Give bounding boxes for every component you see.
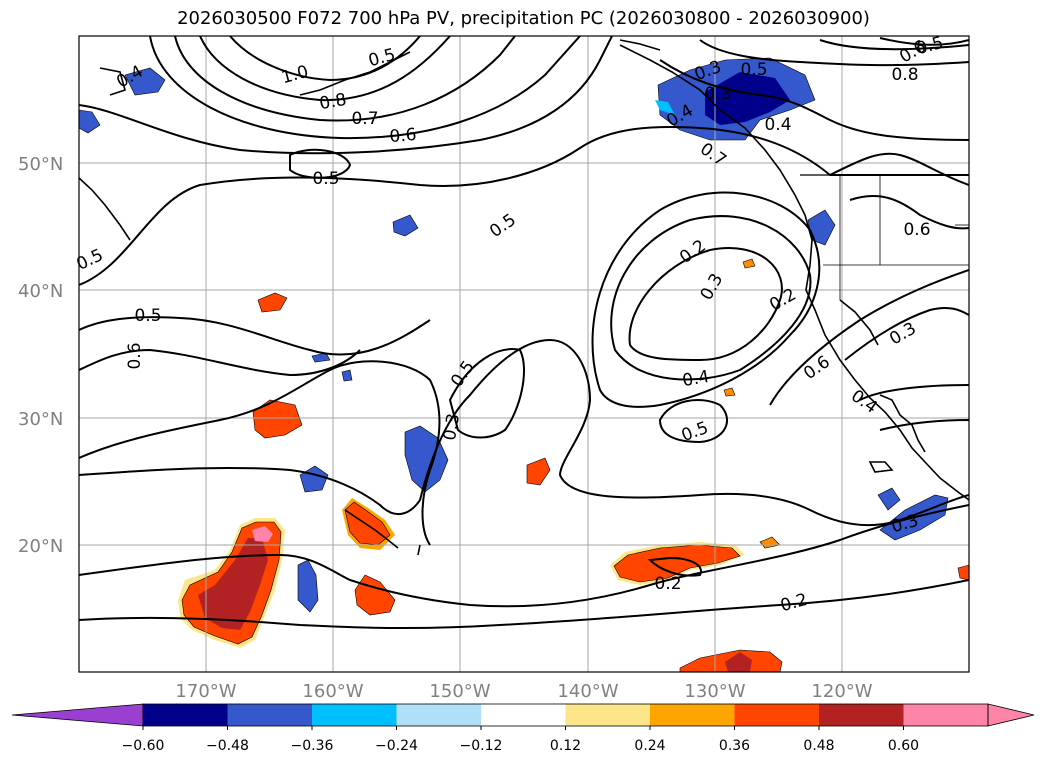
contour-label: 0.6 [125, 342, 145, 369]
contour-label: 0.2 [778, 590, 809, 616]
colorbar-bin [650, 704, 735, 726]
precip-area [526, 457, 551, 486]
contour-label: 0.5 [312, 169, 339, 189]
contour-label: 0.6 [389, 125, 418, 147]
precip-area [252, 399, 303, 439]
precip-area [341, 369, 353, 382]
colorbar-bin [312, 704, 397, 726]
colorbar-tick-label: −0.12 [460, 738, 503, 754]
precip-area [299, 465, 329, 493]
colorbar-extend-low [11, 703, 144, 727]
coastlines [79, 39, 969, 556]
contour-label: 0.6 [800, 352, 834, 384]
colorbar-bin [565, 704, 651, 726]
colorbar-tick-label: 0.60 [888, 738, 919, 754]
precip-area [655, 100, 675, 115]
colorbar-extend-high [987, 703, 1035, 727]
precip-area [354, 574, 396, 616]
colorbar-bin [903, 704, 989, 726]
colorbar-tick-label: 0.36 [719, 738, 750, 754]
pv-contours [79, 36, 969, 630]
precip-area [705, 72, 790, 125]
lon-label: 170°W [175, 681, 236, 702]
contour-label: 0.4 [847, 386, 881, 418]
precip-area [311, 352, 331, 363]
precip-area [957, 564, 969, 581]
map-title: 2026030500 F072 700 hPa PV, precipitatio… [177, 8, 870, 29]
contour-label: 0.8 [318, 90, 348, 114]
contour-label: 0.3 [886, 319, 919, 350]
colorbar-tick-label: −0.24 [375, 738, 418, 754]
precip-area [613, 544, 741, 583]
precip-area [297, 559, 319, 613]
contour-label: 0.3 [704, 84, 731, 104]
contour-label: 0.3 [889, 511, 920, 537]
colorbar-bin [396, 704, 482, 726]
colorbar-bin [481, 704, 566, 726]
contour-label: 0.2 [766, 285, 799, 316]
contour-label: 0.7 [696, 139, 730, 171]
colorbar-bin [819, 704, 904, 726]
precip-area [252, 526, 273, 542]
contour-label: 0.2 [654, 574, 681, 594]
lat-label: 50°N [18, 154, 63, 175]
contour-label: 0.4 [764, 115, 791, 135]
precip-area [257, 292, 288, 313]
precip-area [79, 109, 101, 134]
lon-label: 120°W [811, 681, 872, 702]
contour-label: 0.4 [681, 367, 711, 391]
contour-label: 1.0 [279, 62, 310, 88]
colorbar-tick-label: −0.36 [291, 738, 334, 754]
colorbar-tick-label: 0.24 [634, 738, 665, 754]
precip-area [198, 538, 268, 630]
colorbar-bin [734, 704, 820, 726]
contour-label: 0.5 [366, 45, 397, 71]
precip-area [124, 67, 166, 96]
colorbar-tick-label: −0.48 [206, 738, 249, 754]
colorbar-bin [227, 704, 313, 726]
contour-label: 0.5 [486, 210, 520, 242]
precip-area [877, 487, 901, 511]
lon-label: 140°W [557, 681, 618, 702]
colorbar-tick-label: −0.60 [122, 738, 165, 754]
lat-label: 30°N [18, 409, 63, 430]
contour-label: 0.5 [740, 60, 767, 80]
precip-area [742, 258, 756, 269]
plot-frame [78, 35, 970, 673]
contour-labels: 1.00.80.70.60.50.50.50.50.60.50.30.20.3 0… [74, 33, 946, 616]
precip-area [723, 387, 736, 397]
contour-label: 0.5 [447, 357, 479, 391]
colorbar: −0.60 −0.48 −0.36 −0.24 −0.12 0.12 0.24 0.36 0.4… [11, 703, 1035, 754]
contour-label: 0.3 [697, 270, 728, 303]
contour-label: 0.6 [903, 220, 930, 240]
colorbar-tick-label: 0.12 [550, 738, 581, 754]
contour-label: 0.5 [134, 306, 161, 326]
lon-label: 160°W [302, 681, 363, 702]
lat-label: 20°N [18, 536, 63, 557]
precip-area [725, 652, 752, 672]
lon-label: 150°W [429, 681, 490, 702]
colorbar-bin [143, 704, 228, 726]
colorbar-tick-label: 0.48 [803, 738, 834, 754]
precip-area [392, 214, 419, 237]
precip-area [759, 536, 781, 549]
contour-label: 0.8 [891, 65, 918, 85]
contour-label: 0.3 [440, 412, 464, 442]
precip-area [344, 501, 391, 546]
lon-label: 130°W [684, 681, 745, 702]
contour-label: 0.7 [351, 109, 378, 129]
lat-label: 40°N [18, 281, 63, 302]
